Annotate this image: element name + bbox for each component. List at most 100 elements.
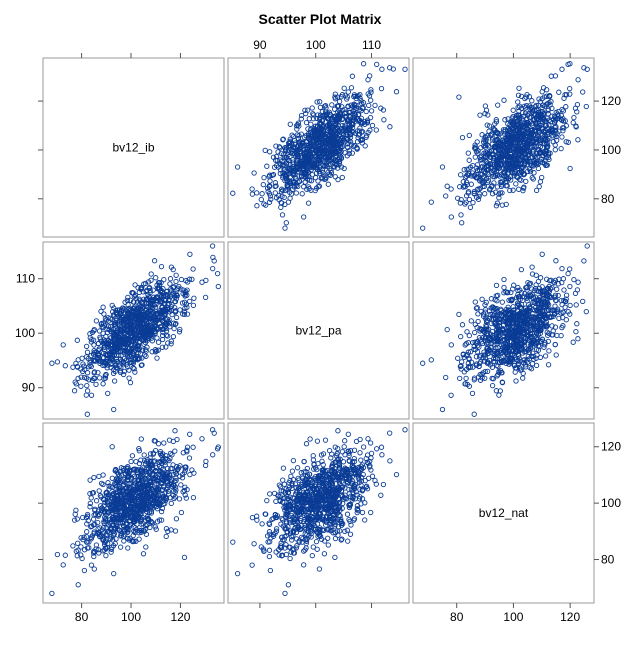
data-point (164, 294, 171, 300)
data-point (480, 180, 486, 187)
data-point (511, 170, 518, 176)
data-point (536, 96, 542, 102)
data-point (80, 361, 86, 367)
data-point (346, 147, 353, 154)
data-point (285, 184, 291, 190)
data-point (552, 303, 558, 309)
data-point (157, 324, 163, 330)
data-point (157, 299, 163, 305)
data-point (547, 128, 553, 134)
data-point (500, 325, 506, 332)
data-point (510, 286, 516, 292)
data-point (360, 105, 366, 111)
data-point (544, 144, 550, 151)
data-point (491, 355, 497, 362)
data-point (73, 360, 79, 367)
data-point (535, 324, 542, 331)
data-point (143, 353, 149, 359)
data-point (60, 562, 66, 568)
data-point (135, 333, 141, 339)
data-point (544, 307, 550, 314)
data-point (444, 326, 450, 333)
data-point (86, 377, 92, 383)
data-point (309, 105, 315, 111)
data-point (182, 292, 188, 298)
data-point (476, 186, 482, 192)
data-point (353, 102, 359, 108)
data-point (315, 139, 322, 145)
data-point (332, 149, 339, 155)
data-point (310, 140, 316, 146)
data-point (486, 341, 492, 347)
data-point (472, 299, 478, 305)
data-point (559, 324, 565, 331)
data-point (550, 116, 556, 123)
data-point (575, 279, 581, 285)
data-point (165, 319, 171, 325)
data-point (264, 163, 270, 169)
data-point (372, 102, 378, 109)
data-point (497, 359, 503, 366)
data-point (339, 111, 345, 117)
data-point (278, 204, 284, 211)
data-point (234, 164, 241, 170)
data-point (122, 316, 128, 323)
data-point (183, 495, 189, 501)
data-point (296, 178, 303, 185)
data-point (100, 330, 106, 336)
data-point (475, 311, 481, 317)
data-point (282, 225, 288, 231)
data-point (528, 366, 535, 372)
data-point (457, 375, 463, 382)
data-point (428, 357, 434, 363)
data-point (532, 341, 539, 347)
data-point (349, 73, 356, 79)
data-point (563, 292, 570, 298)
data-point (319, 175, 325, 182)
data-point (580, 89, 586, 95)
data-point (533, 139, 539, 146)
data-point (336, 116, 342, 123)
data-point (109, 302, 115, 309)
data-point (505, 343, 512, 349)
data-point (495, 172, 501, 178)
data-point (381, 117, 387, 123)
data-point (308, 126, 314, 133)
data-point (87, 331, 93, 337)
data-point (466, 157, 472, 163)
data-point (95, 369, 101, 376)
data-point (93, 381, 99, 388)
data-point (141, 314, 148, 320)
data-point (464, 351, 471, 358)
data-point (266, 173, 272, 180)
data-point (116, 322, 122, 328)
data-point (249, 186, 255, 192)
data-point (464, 171, 471, 178)
data-point (535, 347, 542, 353)
data-point (305, 200, 312, 206)
data-point (368, 87, 374, 93)
data-point (504, 183, 510, 189)
data-point (489, 382, 496, 389)
data-point (472, 142, 478, 148)
data-point (532, 155, 539, 161)
data-point (541, 344, 547, 350)
data-point (281, 194, 287, 201)
data-point (555, 292, 561, 299)
data-point (458, 212, 464, 218)
data-point (133, 341, 139, 347)
data-point (151, 258, 158, 264)
data-point (488, 184, 495, 190)
data-point (479, 371, 485, 378)
data-point (533, 282, 539, 288)
data-point (320, 169, 326, 176)
data-point (84, 349, 91, 355)
data-point (355, 135, 361, 141)
data-point (475, 318, 481, 325)
data-point (448, 342, 454, 348)
data-point (210, 254, 216, 261)
data-point (494, 337, 501, 343)
data-point (91, 369, 98, 375)
data-point (111, 378, 118, 384)
